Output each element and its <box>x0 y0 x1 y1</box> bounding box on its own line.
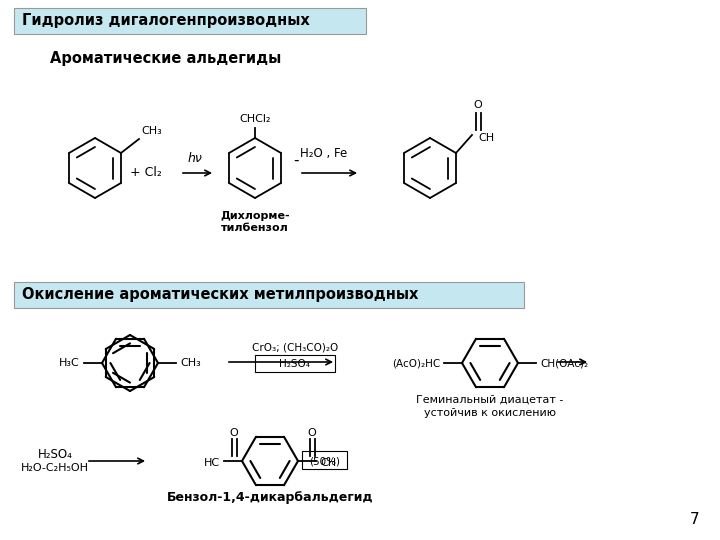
Text: устойчив к окислению: устойчив к окислению <box>424 408 556 418</box>
Text: Гидролиз дигалогенпроизводных: Гидролиз дигалогенпроизводных <box>22 14 310 29</box>
Text: Дихлорме-: Дихлорме- <box>220 211 290 221</box>
Text: CrO₃; (CH₃CO)₂O: CrO₃; (CH₃CO)₂O <box>252 343 338 353</box>
Text: CHCl₂: CHCl₂ <box>239 114 271 124</box>
Text: -: - <box>293 152 299 167</box>
Text: O: O <box>474 100 482 110</box>
Text: HC: HC <box>204 458 220 468</box>
Text: 7: 7 <box>690 512 700 528</box>
Text: Ароматические альдегиды: Ароматические альдегиды <box>50 51 282 65</box>
Text: Окисление ароматических метилпроизводных: Окисление ароматических метилпроизводных <box>22 287 418 302</box>
Text: H₃C: H₃C <box>59 358 80 368</box>
Text: Геминальный диацетат -: Геминальный диацетат - <box>416 395 564 405</box>
Text: тилбензол: тилбензол <box>221 223 289 233</box>
Text: O: O <box>307 428 316 438</box>
Text: H₂O , Fe: H₂O , Fe <box>300 147 347 160</box>
Text: H₂SO₄: H₂SO₄ <box>279 359 310 369</box>
Bar <box>14 8 366 34</box>
Text: CH₃: CH₃ <box>141 126 162 136</box>
Text: + Cl₂: + Cl₂ <box>130 166 162 179</box>
Text: hν: hν <box>188 152 202 165</box>
Text: CH: CH <box>478 133 494 143</box>
Bar <box>14 282 524 308</box>
Text: CH₃: CH₃ <box>180 358 201 368</box>
Text: H₂SO₄: H₂SO₄ <box>37 449 73 462</box>
Text: H₂O-C₂H₅OH: H₂O-C₂H₅OH <box>21 463 89 473</box>
Text: (50%): (50%) <box>310 456 341 466</box>
Text: CH: CH <box>320 458 336 468</box>
Bar <box>302 451 347 469</box>
Bar <box>255 355 335 372</box>
Text: CH(OAc)₂: CH(OAc)₂ <box>540 358 588 368</box>
Text: O: O <box>230 428 238 438</box>
Text: (AcO)₂HC: (AcO)₂HC <box>392 358 440 368</box>
Text: Бензол-1,4-дикарбальдегид: Бензол-1,4-дикарбальдегид <box>167 491 373 504</box>
